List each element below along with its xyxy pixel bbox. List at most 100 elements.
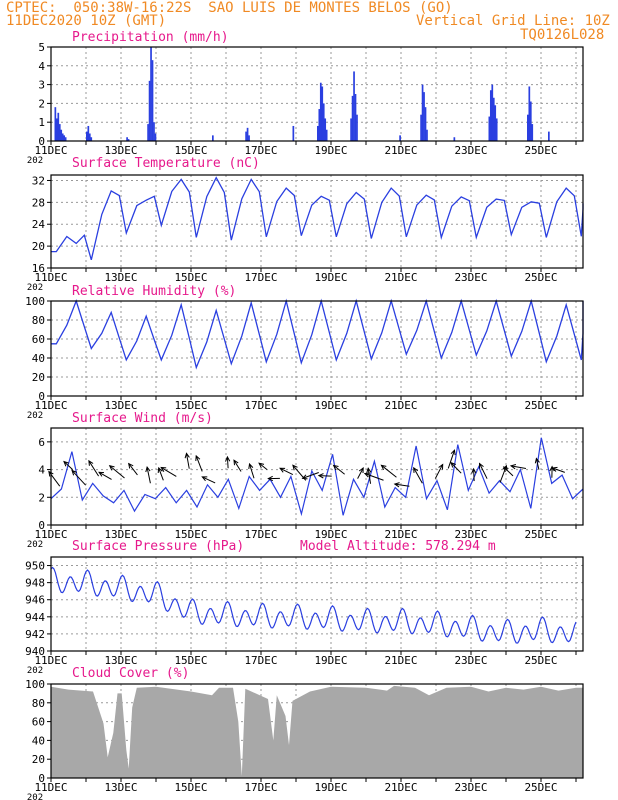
cloud-title: Cloud Cover (%): [72, 666, 190, 681]
precip-bar: [321, 86, 324, 141]
wind-arrow-head: [195, 454, 201, 461]
precip-title: Precipitation (mm/h): [72, 30, 229, 45]
wind-y-tick-label: 2: [38, 491, 45, 504]
precip-x-tick-label: 23DEC: [454, 144, 487, 157]
wind-direction-arrow: [473, 468, 475, 482]
rh-y-tick-label: 20: [32, 371, 45, 384]
wind-arrow-head: [128, 462, 134, 469]
precip-y-tick-label: 0: [38, 135, 45, 148]
precip-bar: [421, 84, 424, 141]
wind-x-tick-label: 13DEC: [104, 528, 137, 541]
pressure-series-line: [50, 566, 577, 644]
wind-speed-line: [50, 437, 584, 517]
wind-arrow-head: [71, 469, 77, 476]
rh-x-tick-label: 15DEC: [174, 399, 207, 412]
cloud-y-tick-label: 60: [32, 716, 45, 729]
wind-direction-arrow: [128, 463, 138, 476]
precip-bar: [399, 135, 401, 141]
cloud-x-tick-label: 23DEC: [454, 781, 487, 794]
pressure-frame: [50, 556, 584, 652]
rh-x-tick-label: 13DEC: [104, 399, 137, 412]
wind-direction-arrow: [447, 449, 455, 469]
wind-arrow-head: [160, 466, 167, 472]
wind-arrow-head: [267, 475, 274, 482]
precip-bar: [420, 114, 422, 141]
precip-bar: [86, 131, 88, 141]
wind-direction-arrow: [535, 458, 540, 470]
wind-arrow-head: [450, 461, 456, 468]
precip-bar: [488, 116, 491, 141]
wind-arrow-head: [502, 466, 509, 472]
temp-x-tick-label: 25DEC: [524, 271, 557, 284]
wind-direction-arrow: [552, 467, 565, 473]
precip-bar: [356, 114, 358, 141]
temp-frame: [50, 174, 584, 269]
cloud-y-tick-label: 80: [32, 697, 45, 710]
wind-x-tick-label: 25DEC: [524, 528, 557, 541]
precip-bar: [322, 103, 325, 141]
wind-x-tick-label: 21DEC: [384, 528, 417, 541]
cloud-x-tick-label: 21DEC: [384, 781, 417, 794]
wind-arrow-head: [63, 460, 69, 467]
pressure-title: Surface Pressure (hPa): [72, 539, 245, 554]
precip-bar: [325, 129, 328, 141]
precip-bar: [88, 133, 91, 141]
wind-y-tick-label: 6: [38, 436, 45, 449]
precip-bar: [248, 135, 250, 141]
wind-direction-arrow: [333, 465, 345, 475]
wind-arrow-head: [413, 466, 419, 473]
wind-arrow-head: [98, 471, 105, 477]
wind-arrow-head: [438, 463, 444, 470]
cloud-y-tick-label: 100: [25, 678, 45, 691]
precip-x-tick-label: 13DEC: [104, 144, 137, 157]
wind-direction-arrow: [233, 459, 242, 472]
wind-arrow-head: [108, 464, 115, 471]
wind-direction-arrow: [88, 460, 100, 477]
rh-y-tick-label: 60: [32, 333, 45, 346]
temp-x-tick-label: 17DEC: [244, 271, 277, 284]
wind-y-tick-label: 0: [38, 519, 45, 532]
precip-x-tick-label: 11DEC: [34, 144, 67, 157]
wind-direction-arrow: [146, 467, 151, 484]
wind-arrow-head: [145, 465, 151, 473]
precip-y-tick-label: 2: [38, 97, 45, 110]
model-altitude-label: Model Altitude: 578.294 m: [300, 539, 496, 554]
wind-arrow-head: [184, 452, 190, 459]
temp-y-tick-label: 24: [32, 218, 46, 231]
wind-panel: [47, 427, 584, 529]
rh-frame: [50, 300, 584, 397]
cloud-x-tick-label: 17DEC: [244, 781, 277, 794]
precip-bar: [453, 137, 456, 141]
precip-bar: [127, 139, 130, 141]
precip-y-tick-label: 3: [38, 79, 45, 92]
precip-bar: [246, 127, 249, 141]
wind-arrow-head: [363, 472, 370, 478]
precip-y-tick-label: 1: [38, 116, 45, 129]
precip-bar: [423, 92, 425, 141]
precip-bar: [548, 131, 550, 141]
temp-x-tick-label: 13DEC: [104, 271, 137, 284]
precip-bar: [319, 82, 322, 141]
wind-arrow-head: [201, 476, 208, 482]
wind-title: Surface Wind (m/s): [72, 411, 213, 426]
precip-bar: [63, 135, 66, 141]
wind-frame: [50, 427, 584, 526]
wind-x-tick-label: 19DEC: [314, 528, 347, 541]
wind-arrow-head: [450, 449, 456, 456]
precip-bar: [64, 137, 67, 141]
precip-x-tick-label: 17DEC: [244, 144, 277, 157]
cloud-x-tick-label: 11DEC: [34, 781, 67, 794]
wind-direction-arrow: [109, 465, 125, 479]
precip-bar: [90, 137, 93, 141]
rh-x-tick-label: 11DEC: [34, 399, 67, 412]
precip-bar: [151, 60, 154, 141]
wind-arrow-head: [225, 455, 231, 462]
wind-direction-arrow: [367, 468, 372, 484]
temp-y-tick-label: 16: [32, 262, 45, 275]
precip-bar: [426, 129, 428, 141]
temp-x-tick-label: 21DEC: [384, 271, 417, 284]
precip-x-tick-label: 21DEC: [384, 144, 417, 157]
precip-bar: [527, 114, 529, 141]
precip-bar: [495, 118, 498, 141]
pressure-x-tick-label: 19DEC: [314, 654, 347, 667]
